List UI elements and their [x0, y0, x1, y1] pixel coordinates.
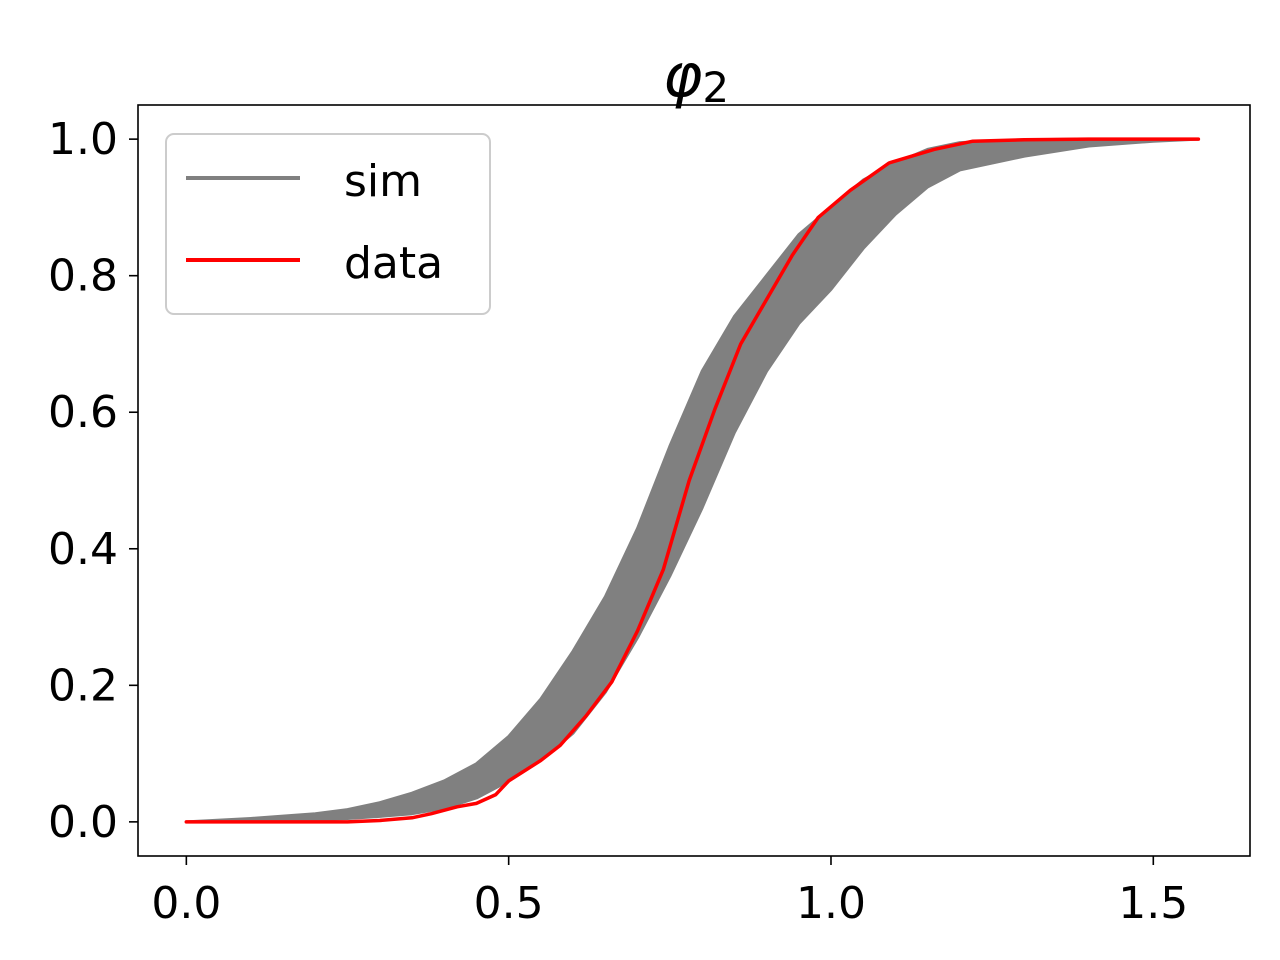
chart-title-symbol: φ [663, 41, 703, 111]
y-tick-label: 0.2 [48, 660, 118, 711]
y-tick-label: 1.0 [48, 114, 118, 165]
ticks-layer: 0.0 0.5 1.0 1.5 0.0 0.2 0.4 0.6 0.8 1.0 [48, 114, 1188, 929]
y-tick-label: 0.0 [48, 797, 118, 848]
x-tick-label: 1.5 [1118, 878, 1188, 929]
series-line-data [184, 137, 1201, 824]
y-tick-label: 0.6 [48, 387, 118, 438]
y-tick-label: 0.4 [48, 524, 118, 575]
legend-label-sim: sim [344, 156, 422, 207]
legend: sim data [165, 133, 491, 315]
legend-label-data: data [344, 238, 443, 289]
x-tick-label: 0.0 [151, 878, 221, 929]
chart-title-subscript: 2 [702, 63, 729, 112]
y-tick-label: 0.8 [48, 251, 118, 302]
axes-frame [137, 104, 1251, 857]
x-tick-label: 0.5 [474, 878, 544, 929]
x-tick-label: 1.0 [796, 878, 866, 929]
plot-layer [184, 137, 1201, 824]
chart-title: φ2 [663, 41, 729, 112]
